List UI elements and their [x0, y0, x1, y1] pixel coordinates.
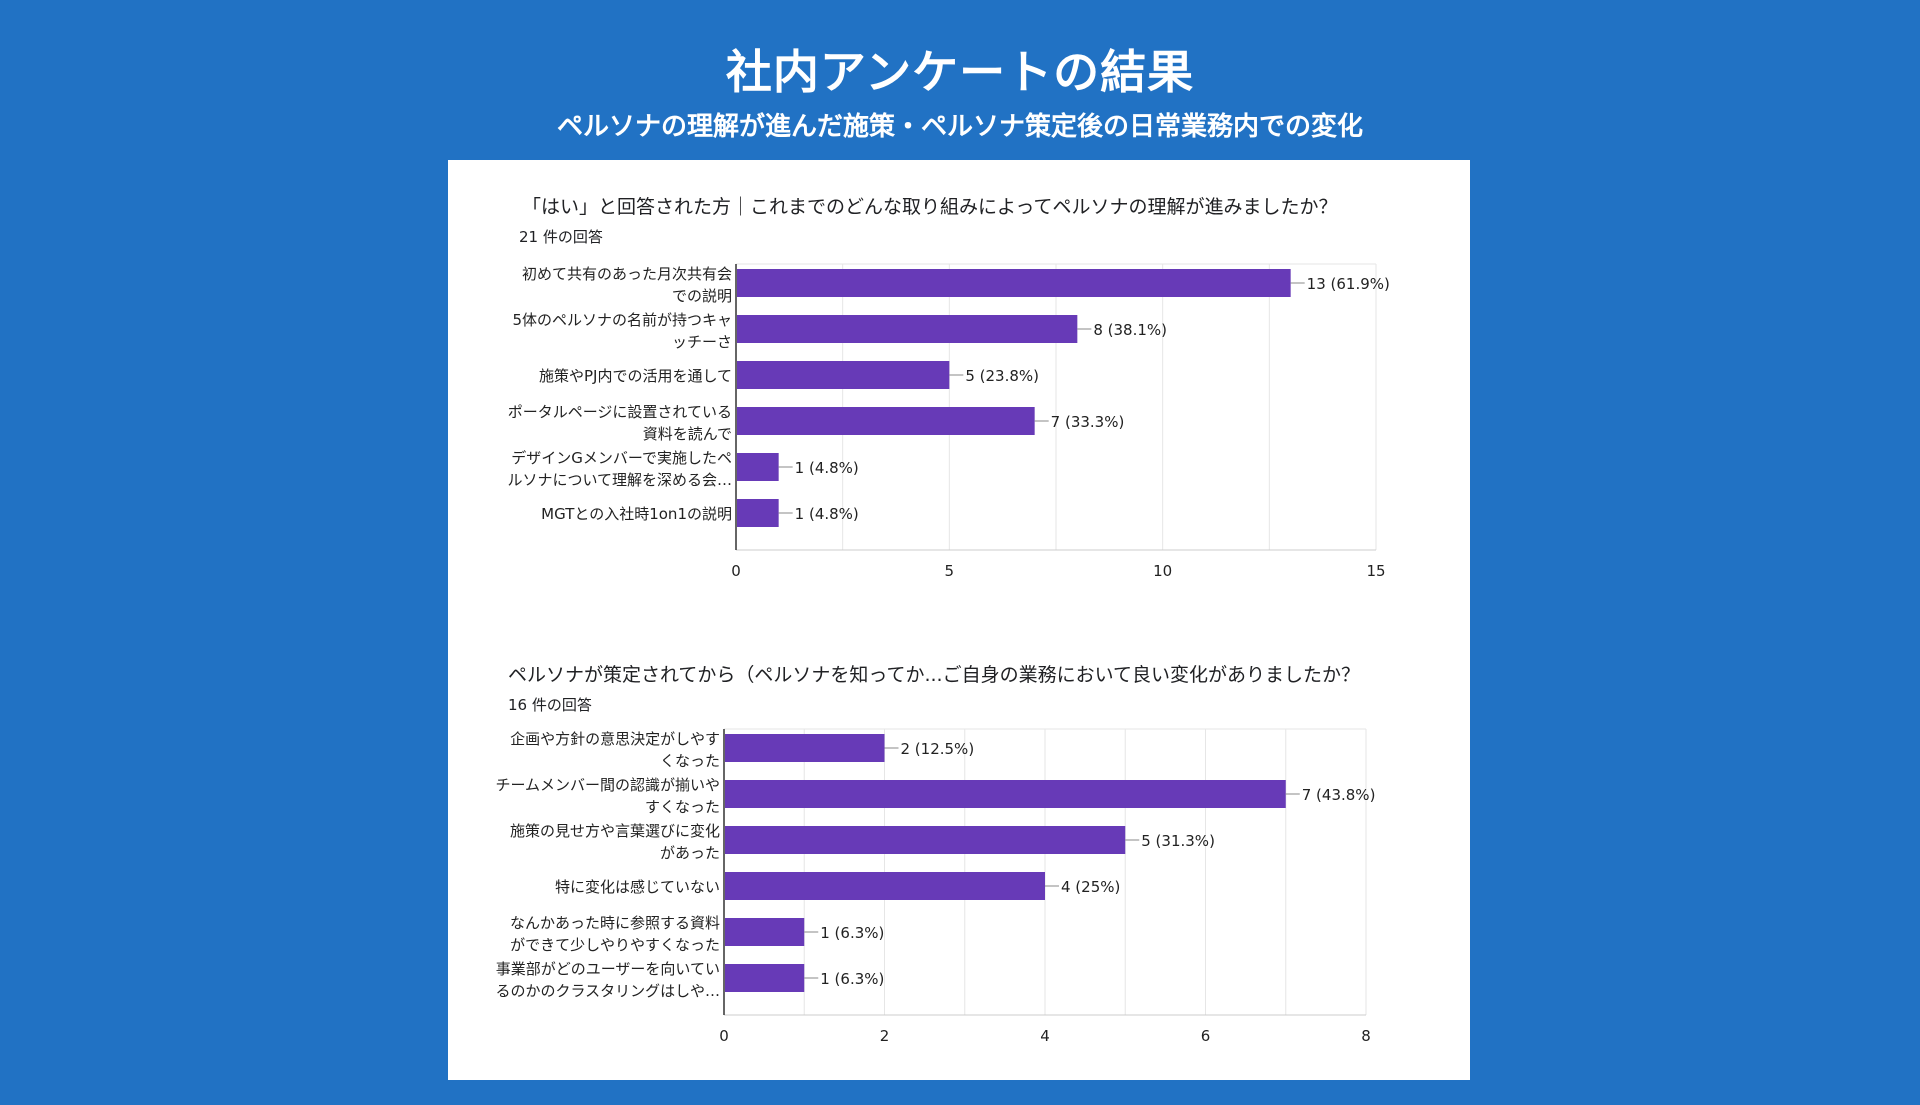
x-tick-label: 4 [1040, 1027, 1050, 1045]
bar [737, 499, 779, 527]
slide-subtitle: ペルソナの理解が進んだ施策・ペルソナ策定後の日常業務内での変化 [556, 112, 1363, 142]
data-label: 7 (43.8%) [1302, 786, 1376, 804]
chart-1-response-count: 21 件の回答 [519, 228, 603, 246]
category-label: 事業部がどのユーザーを向いてい [496, 960, 720, 978]
chart-1-title: 「はい」と回答された方｜これまでのどんな取り組みによってペルソナの理解が進みまし… [522, 196, 1338, 218]
bar [725, 964, 805, 992]
chart-2-title: ペルソナが策定されてから（ペルソナを知ってか...ご自身の業務において良い変化が… [508, 664, 1361, 686]
x-tick-label: 15 [1366, 562, 1385, 580]
data-label: 4 (25%) [1061, 878, 1120, 896]
x-tick-label: 6 [1201, 1027, 1211, 1045]
category-label: ができて少しやりやすくなった [510, 936, 720, 954]
category-label: るのかのクラスタリングはしや… [495, 982, 720, 1000]
category-label: ルソナについて理解を深める会… [507, 471, 732, 489]
data-label: 2 (12.5%) [901, 740, 975, 758]
category-label: 5体のペルソナの名前が持つキャ [512, 311, 732, 329]
x-tick-label: 8 [1361, 1027, 1371, 1045]
bar [725, 872, 1045, 900]
category-label: チームメンバー間の認識が揃いや [495, 776, 720, 794]
bar [725, 734, 885, 762]
bar [725, 918, 805, 946]
chart-2-response-count: 16 件の回答 [508, 696, 592, 714]
category-label: 特に変化は感じていない [555, 878, 720, 896]
data-label: 5 (31.3%) [1141, 832, 1215, 850]
category-label: があった [660, 844, 720, 862]
x-tick-label: 0 [719, 1027, 729, 1045]
category-label: 施策の見せ方や言葉選びに変化 [510, 822, 720, 840]
data-label: 1 (6.3%) [820, 970, 884, 988]
data-label: 8 (38.1%) [1093, 321, 1167, 339]
data-label: 7 (33.3%) [1051, 413, 1125, 431]
category-label: デザインGメンバーで実施したペ [511, 449, 732, 467]
bar [725, 780, 1286, 808]
bar [737, 269, 1291, 297]
category-label: なんかあった時に参照する資料 [510, 914, 720, 932]
data-label: 1 (4.8%) [795, 459, 859, 477]
x-tick-label: 5 [945, 562, 955, 580]
category-label: ッチーさ [672, 333, 732, 351]
category-label: 施策やPJ内での活用を通して [539, 367, 732, 385]
bar [737, 407, 1035, 435]
x-tick-label: 2 [880, 1027, 890, 1045]
data-label: 5 (23.8%) [965, 367, 1039, 385]
charts-panel: 「はい」と回答された方｜これまでのどんな取り組みによってペルソナの理解が進みまし… [448, 160, 1470, 1080]
category-label: での説明 [672, 287, 732, 305]
category-label: くなった [660, 752, 720, 770]
data-label: 13 (61.9%) [1307, 275, 1390, 293]
bar [737, 453, 779, 481]
x-tick-label: 0 [731, 562, 741, 580]
x-tick-label: 10 [1153, 562, 1172, 580]
category-label: ポータルページに設置されている [508, 403, 732, 421]
data-label: 1 (6.3%) [820, 924, 884, 942]
category-label: 資料を読んで [643, 425, 732, 443]
bar [737, 361, 950, 389]
slide-title: 社内アンケートの結果 [725, 45, 1195, 99]
category-label: 初めて共有のあった月次共有会 [522, 265, 732, 283]
category-label: すくなった [645, 798, 720, 816]
bar [737, 315, 1078, 343]
category-label: 企画や方針の意思決定がしやす [510, 730, 720, 748]
bar [725, 826, 1126, 854]
category-label: MGTとの入社時1on1の説明 [541, 505, 732, 523]
data-label: 1 (4.8%) [795, 505, 859, 523]
